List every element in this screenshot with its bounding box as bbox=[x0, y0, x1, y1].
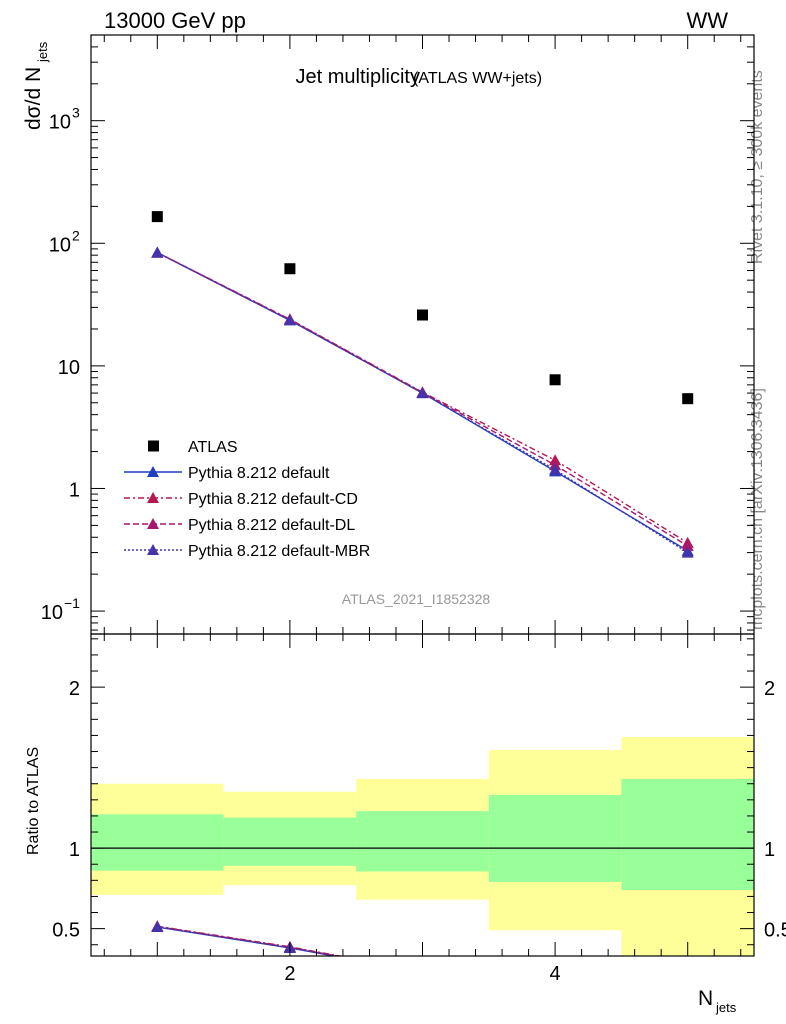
uncertainty-band-green bbox=[223, 817, 357, 866]
analysis-watermark: ATLAS_2021_I1852328 bbox=[342, 591, 491, 607]
y-tick-exponent: 2 bbox=[72, 227, 80, 243]
legend: ATLAS Pythia 8.212 default Pythia 8.212 de… bbox=[124, 439, 370, 560]
y-label-text: dσ/d N bbox=[22, 67, 45, 130]
data-point bbox=[284, 263, 296, 275]
x-tick-label: 2 bbox=[284, 963, 295, 985]
legend-label-3: Pythia 8.212 default-DL bbox=[188, 517, 355, 534]
ratio-plot-layer bbox=[91, 737, 754, 956]
main-plot-layer bbox=[151, 211, 694, 558]
legend-marker-3 bbox=[147, 518, 159, 529]
y-tick-exponent: −1 bbox=[64, 595, 80, 611]
x-axis-label: N jets bbox=[698, 987, 737, 1015]
ratio-y-tick-label-right: 0.5 bbox=[764, 920, 786, 942]
header-energy: 13000 GeV pp bbox=[104, 8, 246, 33]
uncertainty-band-green bbox=[488, 795, 622, 882]
series-point-4 bbox=[283, 314, 296, 326]
ratio-panel: 0.5 0.5 1 1 2 2 2 4 Ratio to ATLAS N jets bbox=[25, 633, 786, 1015]
legend-label-0: ATLAS bbox=[188, 439, 238, 456]
uncertainty-band-green bbox=[621, 778, 754, 890]
x-tick-label: 4 bbox=[550, 963, 561, 985]
main-y-axis-label: dσ/d N jets bbox=[22, 41, 50, 130]
ratio-axis-ticks bbox=[91, 634, 754, 956]
data-point bbox=[682, 393, 694, 405]
y-tick-exponent: 3 bbox=[72, 105, 80, 121]
ratio-point-3 bbox=[151, 920, 164, 932]
series-point-4 bbox=[416, 387, 429, 399]
y-tick-label: 1 bbox=[69, 479, 80, 501]
ratio-line-1 bbox=[157, 925, 344, 956]
data-point bbox=[417, 309, 428, 321]
chart-title: Jet multiplicity bbox=[296, 66, 420, 88]
y-tick-label: 10 bbox=[41, 602, 63, 624]
ratio-y-tick-label: 0.5 bbox=[52, 920, 80, 942]
series-point-4 bbox=[151, 246, 164, 258]
series-point-4 bbox=[549, 463, 562, 475]
data-point bbox=[151, 211, 163, 223]
legend-marker-4 bbox=[147, 544, 159, 555]
legend-label-1: Pythia 8.212 default bbox=[188, 465, 330, 482]
rivet-label: Rivet 3.1.10, ≥ 300k events bbox=[749, 70, 766, 264]
series-point-3 bbox=[681, 539, 694, 551]
legend-marker-0 bbox=[148, 440, 159, 452]
uncertainty-band-green bbox=[356, 811, 489, 872]
y-tick-label: 10 bbox=[58, 357, 80, 379]
ratio-y-tick-label-right: 1 bbox=[764, 839, 775, 861]
x-label-subscript: jets bbox=[715, 1000, 737, 1015]
series-point-4 bbox=[681, 546, 694, 558]
legend-marker-2 bbox=[147, 492, 159, 503]
uncertainty-band-green bbox=[91, 814, 224, 871]
ratio-y-axis-label: Ratio to ATLAS bbox=[25, 747, 42, 855]
chart-subtitle: (ATLAS WW+jets) bbox=[413, 70, 542, 87]
data-point bbox=[549, 374, 561, 386]
x-label-text: N bbox=[698, 987, 713, 1010]
legend-marker-1 bbox=[147, 466, 159, 477]
y-tick-label: 10 bbox=[49, 234, 71, 256]
mcplots-label: mcplots.cern.ch [arXiv:1306.3436] bbox=[749, 388, 766, 630]
header-process: WW bbox=[686, 8, 728, 33]
ratio-y-tick-label: 2 bbox=[69, 678, 80, 700]
ratio-y-tick-label: 1 bbox=[69, 839, 80, 861]
y-label-subscript: jets bbox=[35, 41, 50, 63]
y-tick-label: 10 bbox=[49, 112, 71, 134]
ratio-y-tick-label-right: 2 bbox=[764, 678, 775, 700]
legend-label-2: Pythia 8.212 default-CD bbox=[188, 491, 358, 508]
ratio-tick-labels: 0.5 0.5 1 1 2 2 2 4 bbox=[52, 678, 786, 985]
main-axis-ticks bbox=[91, 34, 754, 634]
legend-label-4: Pythia 8.212 default-MBR bbox=[188, 543, 370, 560]
ratio-line-3 bbox=[157, 926, 339, 956]
